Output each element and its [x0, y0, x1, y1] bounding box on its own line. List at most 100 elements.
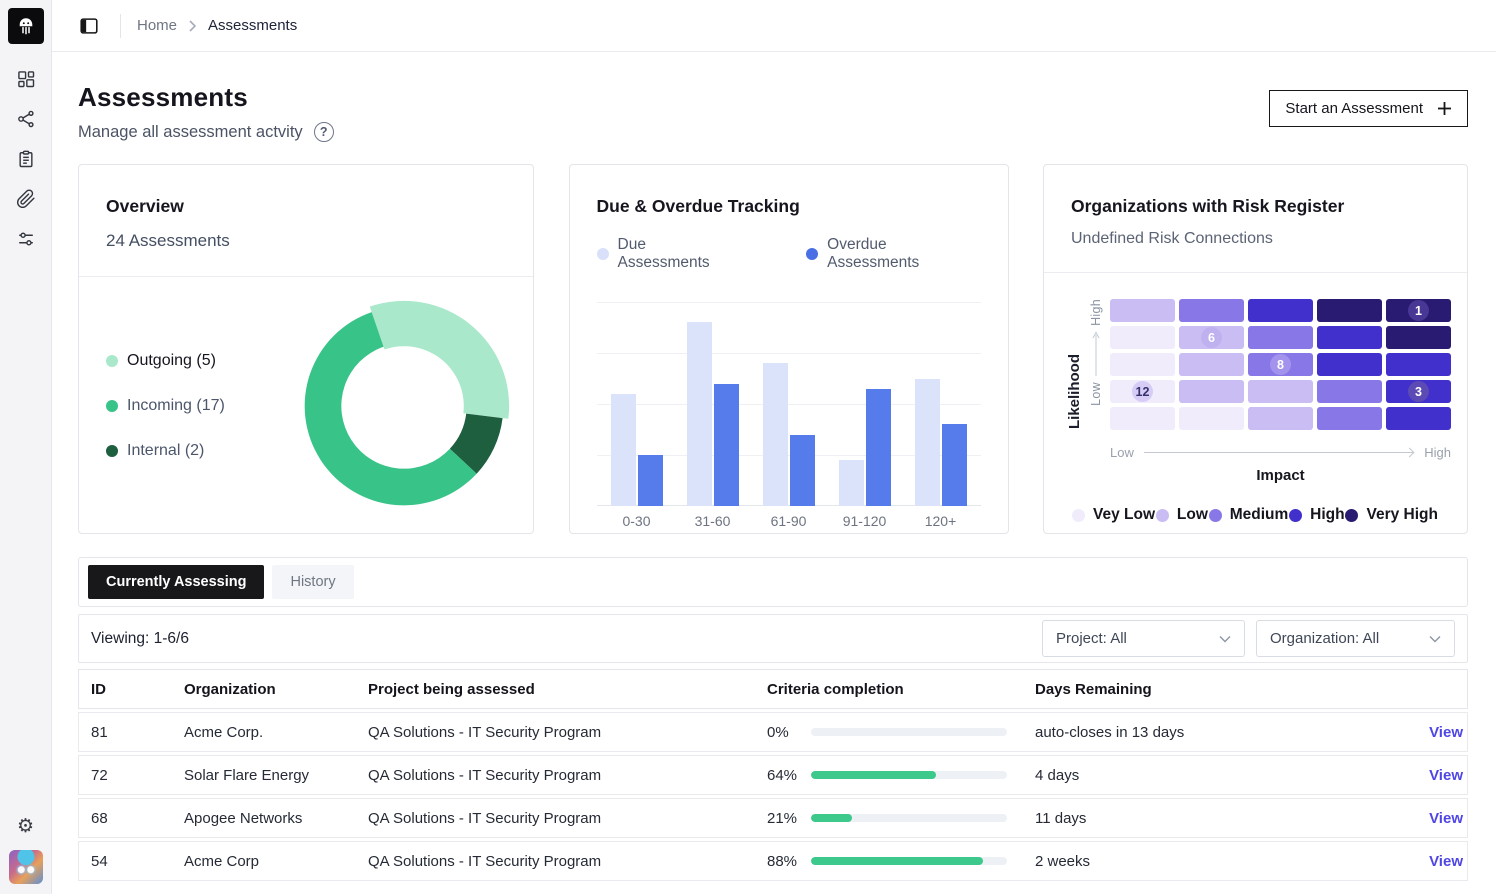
share-icon[interactable]: [16, 109, 36, 129]
breadcrumb-home[interactable]: Home: [137, 17, 178, 34]
sidebar-nav: [16, 69, 36, 249]
cell-project: QA Solutions - IT Security Program: [368, 852, 602, 870]
report-icon[interactable]: [16, 149, 36, 169]
x-axis-low-label: Low: [1110, 445, 1134, 460]
table-row: 81 Acme Corp. QA Solutions - IT Security P…: [78, 712, 1468, 752]
bar-due-120+: [914, 378, 940, 506]
view-link[interactable]: View: [1429, 766, 1463, 784]
cell-id: 81: [91, 723, 108, 741]
progress-fill: [811, 771, 937, 779]
risk-cell-r1c3: [1248, 299, 1313, 322]
page-header: Assessments Manage all assessment actvit…: [78, 82, 1468, 142]
overview-card: Overview 24 Assessments Outgoing (5) Inc…: [78, 164, 534, 534]
panel-toggle-icon[interactable]: [78, 15, 100, 37]
divider: [120, 13, 121, 38]
topbar: Home Assessments: [52, 0, 1496, 52]
progress-bar: [811, 728, 1007, 736]
progress-fill: [811, 857, 984, 865]
organization-filter-value: Organization: All: [1270, 630, 1380, 647]
risk-count-badge: 6: [1201, 327, 1222, 348]
legend-label: High: [1310, 506, 1345, 523]
cell-organization: Acme Corp: [184, 852, 260, 870]
completion-percent: 0%: [767, 723, 789, 741]
y-axis-low-label: Low: [1088, 381, 1103, 406]
view-link[interactable]: View: [1429, 809, 1463, 827]
cell-id: 68: [91, 809, 108, 827]
due-overdue-card: Due & Overdue Tracking Due Assessments O…: [568, 164, 1009, 534]
avatar[interactable]: [8, 850, 43, 884]
risk-cell-r3c5: [1386, 353, 1451, 376]
risk-count-badge: 12: [1132, 381, 1153, 402]
legend-label: Overdue Assessments: [827, 236, 920, 271]
table-row: 72 Solar Flare Energy QA Solutions - IT Se…: [78, 755, 1468, 795]
risk-cell-r2c1: [1110, 326, 1175, 349]
bar-category-label: 31-60: [694, 513, 731, 529]
page-title: Assessments: [78, 82, 248, 112]
risk-cell-r5c2: [1179, 407, 1244, 430]
legend-label: Incoming (17): [127, 396, 225, 414]
risk-cell-r5c1: [1110, 407, 1175, 430]
viewing-count: Viewing: 1-6/6: [91, 629, 189, 647]
breadcrumb-current: Assessments: [208, 17, 298, 34]
risk-cell-r1c4: [1317, 299, 1382, 322]
progress-bar: [811, 857, 1007, 865]
legend-item-very-high: Very High: [1345, 506, 1438, 524]
organization-filter-select[interactable]: Organization: All: [1256, 620, 1455, 657]
bar-group-91-120: [838, 302, 891, 506]
help-icon[interactable]: ?: [313, 122, 334, 142]
cell-days-remaining: 2 weeks: [1035, 852, 1091, 870]
risk-count-badge: 3: [1408, 381, 1429, 402]
column-header-criteria: Criteria completion: [767, 680, 904, 698]
legend-item-internal: Internal (2): [106, 442, 225, 460]
bar-overdue-61-90: [789, 434, 815, 506]
cell-project: QA Solutions - IT Security Program: [368, 809, 602, 827]
cell-action: View: [1405, 724, 1467, 741]
heatmap-x-axis: Low High: [1110, 445, 1451, 460]
bar-group-61-90: [762, 302, 815, 506]
cell-action: View: [1405, 767, 1467, 784]
tab-history[interactable]: History: [272, 565, 354, 599]
cell-project: QA Solutions - IT Security Program: [368, 766, 602, 784]
dashboard-icon[interactable]: [16, 69, 36, 89]
tab-currently-assessing[interactable]: Currently Assessing: [88, 565, 265, 599]
right-arrow-icon: [1143, 452, 1415, 453]
start-assessment-button[interactable]: Start an Assessment: [1269, 90, 1468, 127]
risk-cell-r4c3: [1248, 380, 1313, 403]
due-overdue-title: Due & Overdue Tracking: [596, 196, 800, 216]
completion-percent: 64%: [767, 766, 798, 784]
table-body: 81 Acme Corp. QA Solutions - IT Security P…: [78, 712, 1468, 881]
view-link[interactable]: View: [1429, 852, 1463, 870]
column-header-days: Days Remaining: [1035, 680, 1152, 698]
donut-slice-internal: [449, 413, 503, 474]
gear-icon[interactable]: ⚙: [16, 815, 35, 837]
risk-cell-r5c3: [1248, 407, 1313, 430]
legend-dot: [106, 399, 118, 412]
legend-item-overdue: Overdue Assessments: [806, 236, 980, 272]
risk-title: Organizations with Risk Register: [1071, 196, 1345, 216]
adjust-icon[interactable]: [16, 229, 36, 249]
risk-cell-r1c2: [1179, 299, 1244, 322]
cell-organization: Acme Corp.: [184, 723, 264, 741]
cell-organization: Solar Flare Energy: [184, 766, 310, 784]
attachment-icon[interactable]: [16, 189, 36, 209]
view-link[interactable]: View: [1429, 723, 1463, 741]
app-logo[interactable]: [7, 8, 44, 44]
completion-percent: 88%: [767, 852, 798, 870]
progress-fill: [811, 814, 853, 822]
risk-cell-r3c2: [1179, 353, 1244, 376]
risk-cell-r5c4: [1317, 407, 1382, 430]
jellyfish-icon: [19, 18, 32, 35]
donut-chart: [304, 300, 510, 505]
legend-item-vey-low: Vey Low: [1072, 506, 1155, 524]
bar-category-label: 0-30: [622, 513, 651, 529]
risk-cell-r2c5: [1386, 326, 1451, 349]
project-filter-select[interactable]: Project: All: [1042, 620, 1245, 657]
risk-count-badge: 8: [1270, 354, 1291, 375]
cell-organization: Apogee Networks: [184, 809, 303, 827]
risk-cell-r3c1: [1110, 353, 1175, 376]
donut-slice-outgoing: [369, 300, 510, 419]
breadcrumb: Home Assessments: [137, 17, 297, 34]
cell-project: QA Solutions - IT Security Program: [368, 723, 602, 741]
cell-criteria-completion: 64%: [767, 767, 1035, 784]
